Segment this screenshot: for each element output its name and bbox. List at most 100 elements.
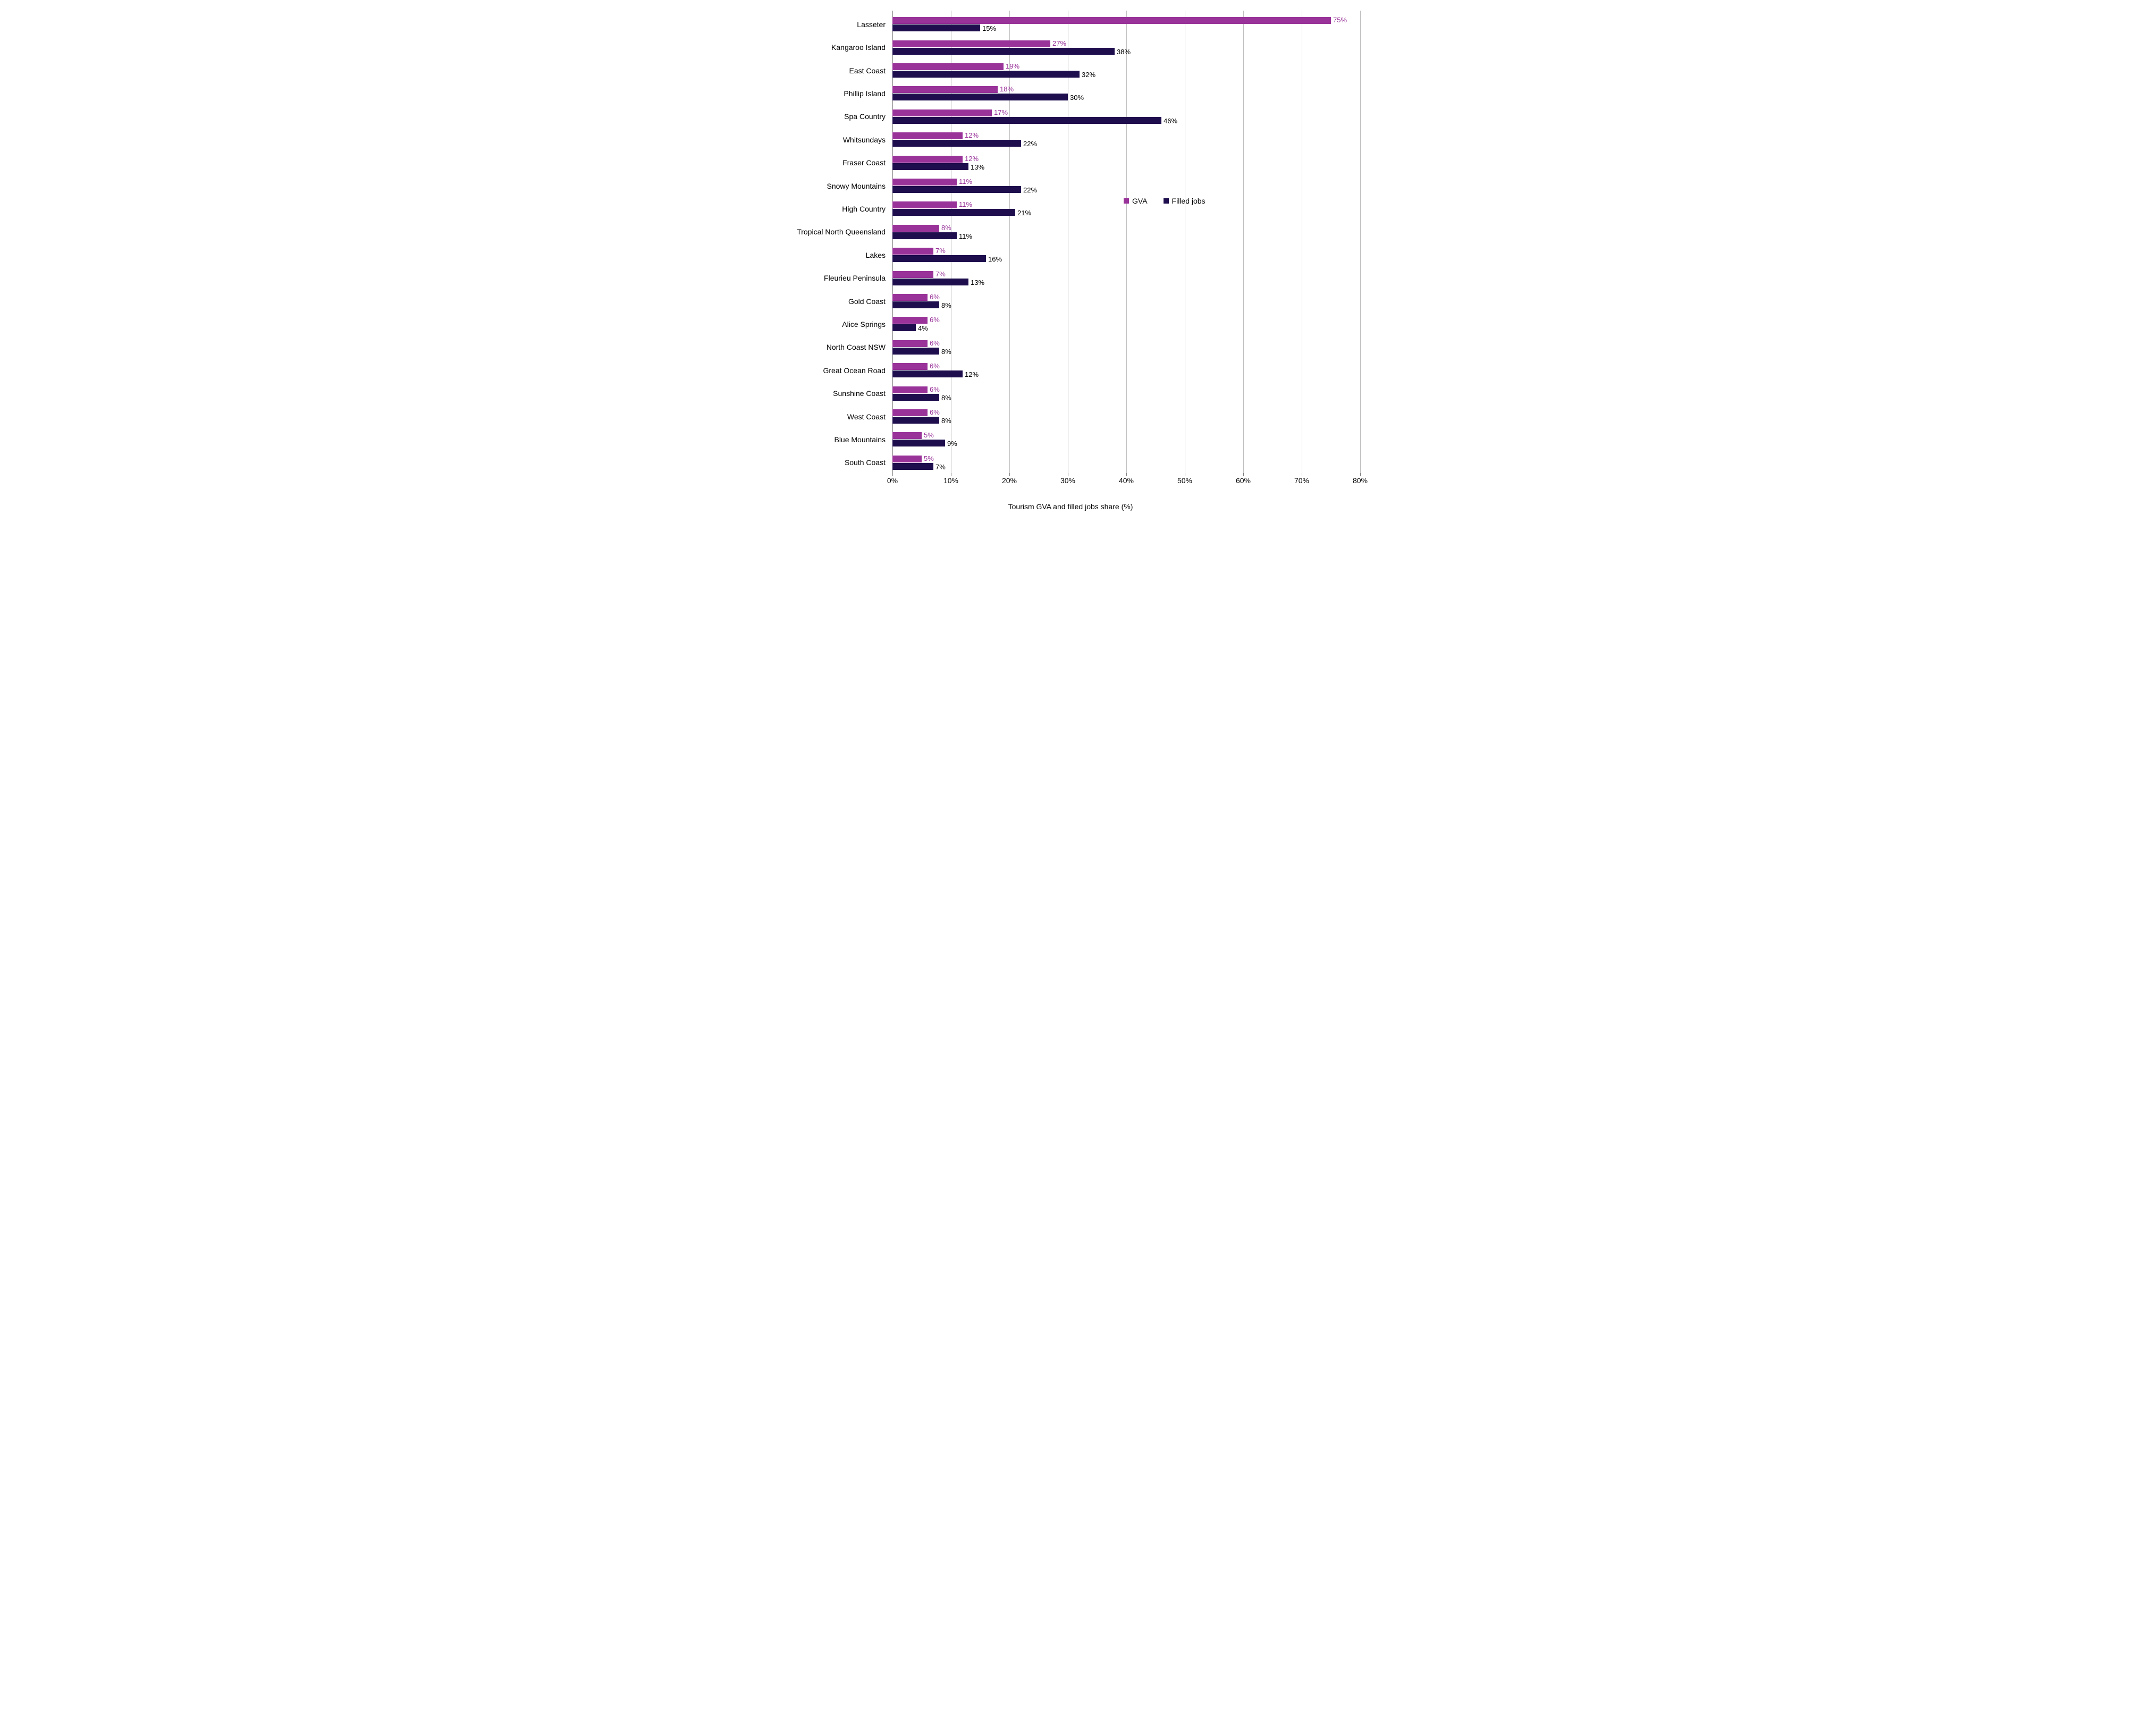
legend: GVA Filled jobs: [1124, 197, 1206, 205]
value-label-filled-jobs: 8%: [941, 302, 951, 309]
bar-gva: [892, 17, 1331, 24]
value-label-filled-jobs: 30%: [1070, 94, 1084, 101]
category-label: South Coast: [753, 459, 886, 466]
category-label: Gold Coast: [753, 298, 886, 305]
legend-swatch: [1124, 198, 1129, 204]
bar-gva: [892, 432, 922, 439]
value-label-filled-jobs: 38%: [1117, 48, 1131, 55]
bar-gva: [892, 201, 957, 208]
bar-filled-jobs: [892, 24, 980, 31]
value-label-gva: 6%: [930, 409, 940, 416]
bar-gva: [892, 63, 1004, 70]
xtick-label: 20%: [993, 476, 1025, 485]
category-label: Lasseter: [753, 21, 886, 28]
bar-gva: [892, 86, 998, 93]
chart-container: 0%10%20%30%40%50%60%70%80%75%15%27%38%19…: [752, 0, 1389, 517]
gridline: [1009, 11, 1010, 473]
value-label-gva: 75%: [1333, 16, 1347, 23]
bar-gva: [892, 363, 928, 370]
bar-gva: [892, 156, 963, 163]
value-label-gva: 5%: [924, 432, 934, 439]
xtick-label: 30%: [1052, 476, 1084, 485]
legend-item-jobs: Filled jobs: [1164, 197, 1206, 205]
bar-filled-jobs: [892, 71, 1080, 78]
value-label-filled-jobs: 16%: [988, 256, 1002, 263]
value-label-gva: 5%: [924, 455, 934, 462]
value-label-filled-jobs: 8%: [941, 348, 951, 355]
bar-filled-jobs: [892, 440, 945, 446]
value-label-gva: 12%: [965, 155, 979, 162]
category-label: Fraser Coast: [753, 159, 886, 166]
value-label-gva: 11%: [959, 178, 972, 185]
value-label-gva: 12%: [965, 132, 979, 139]
value-label-filled-jobs: 13%: [971, 279, 984, 286]
gridline: [1243, 11, 1244, 473]
category-label: Tropical North Queensland: [753, 228, 886, 235]
value-label-gva: 6%: [930, 293, 940, 300]
value-label-filled-jobs: 12%: [965, 371, 979, 378]
category-label: Great Ocean Road: [753, 367, 886, 374]
value-label-gva: 19%: [1006, 63, 1019, 70]
gridline: [1360, 11, 1361, 473]
bar-filled-jobs: [892, 209, 1015, 216]
category-label: Whitsundays: [753, 136, 886, 144]
bar-filled-jobs: [892, 324, 916, 331]
bar-gva: [892, 225, 939, 232]
legend-label: GVA: [1132, 197, 1148, 205]
bar-filled-jobs: [892, 417, 939, 424]
bar-filled-jobs: [892, 163, 968, 170]
value-label-gva: 17%: [994, 109, 1008, 116]
xtick-label: 70%: [1286, 476, 1318, 485]
bar-filled-jobs: [892, 348, 939, 355]
legend-swatch: [1164, 198, 1169, 204]
bar-gva: [892, 40, 1050, 47]
category-label: West Coast: [753, 413, 886, 420]
gridline: [1126, 11, 1127, 473]
category-label: Spa Country: [753, 113, 886, 120]
value-label-gva: 27%: [1052, 40, 1066, 47]
legend-item-gva: GVA: [1124, 197, 1148, 205]
bar-gva: [892, 179, 957, 186]
value-label-gva: 6%: [930, 316, 940, 323]
bar-filled-jobs: [892, 463, 933, 470]
x-axis-title: Tourism GVA and filled jobs share (%): [752, 502, 1389, 511]
bar-filled-jobs: [892, 48, 1115, 55]
category-label: Snowy Mountains: [753, 182, 886, 190]
bar-gva: [892, 317, 928, 324]
value-label-gva: 8%: [941, 224, 951, 231]
category-label: Alice Springs: [753, 321, 886, 328]
value-label-filled-jobs: 21%: [1017, 209, 1031, 216]
bar-gva: [892, 456, 922, 462]
category-label: Phillip Island: [753, 90, 886, 97]
bar-gva: [892, 409, 928, 416]
plot-area: 0%10%20%30%40%50%60%70%80%75%15%27%38%19…: [892, 11, 1360, 473]
bar-gva: [892, 109, 992, 116]
value-label-filled-jobs: 7%: [935, 464, 946, 470]
bar-filled-jobs: [892, 94, 1068, 100]
category-label: East Coast: [753, 67, 886, 74]
value-label-filled-jobs: 9%: [947, 440, 957, 447]
value-label-filled-jobs: 8%: [941, 417, 951, 424]
bar-filled-jobs: [892, 301, 939, 308]
category-label: Blue Mountains: [753, 436, 886, 443]
category-label: High Country: [753, 205, 886, 213]
xtick-label: 10%: [935, 476, 967, 485]
xtick-label: 0%: [876, 476, 908, 485]
bar-filled-jobs: [892, 232, 957, 239]
bar-gva: [892, 386, 928, 393]
value-label-filled-jobs: 4%: [918, 325, 928, 332]
category-label: Lakes: [753, 251, 886, 259]
category-label: Sunshine Coast: [753, 390, 886, 397]
xtick-label: 40%: [1110, 476, 1142, 485]
y-axis-line: [892, 11, 893, 473]
bar-filled-jobs: [892, 255, 986, 262]
bar-filled-jobs: [892, 279, 968, 285]
bar-filled-jobs: [892, 394, 939, 401]
category-label: Kangaroo Island: [753, 44, 886, 51]
category-label: Fleurieu Peninsula: [753, 274, 886, 282]
bar-gva: [892, 132, 963, 139]
bar-filled-jobs: [892, 370, 963, 377]
bar-filled-jobs: [892, 140, 1021, 147]
value-label-gva: 11%: [959, 201, 972, 208]
value-label-gva: 7%: [935, 247, 946, 254]
